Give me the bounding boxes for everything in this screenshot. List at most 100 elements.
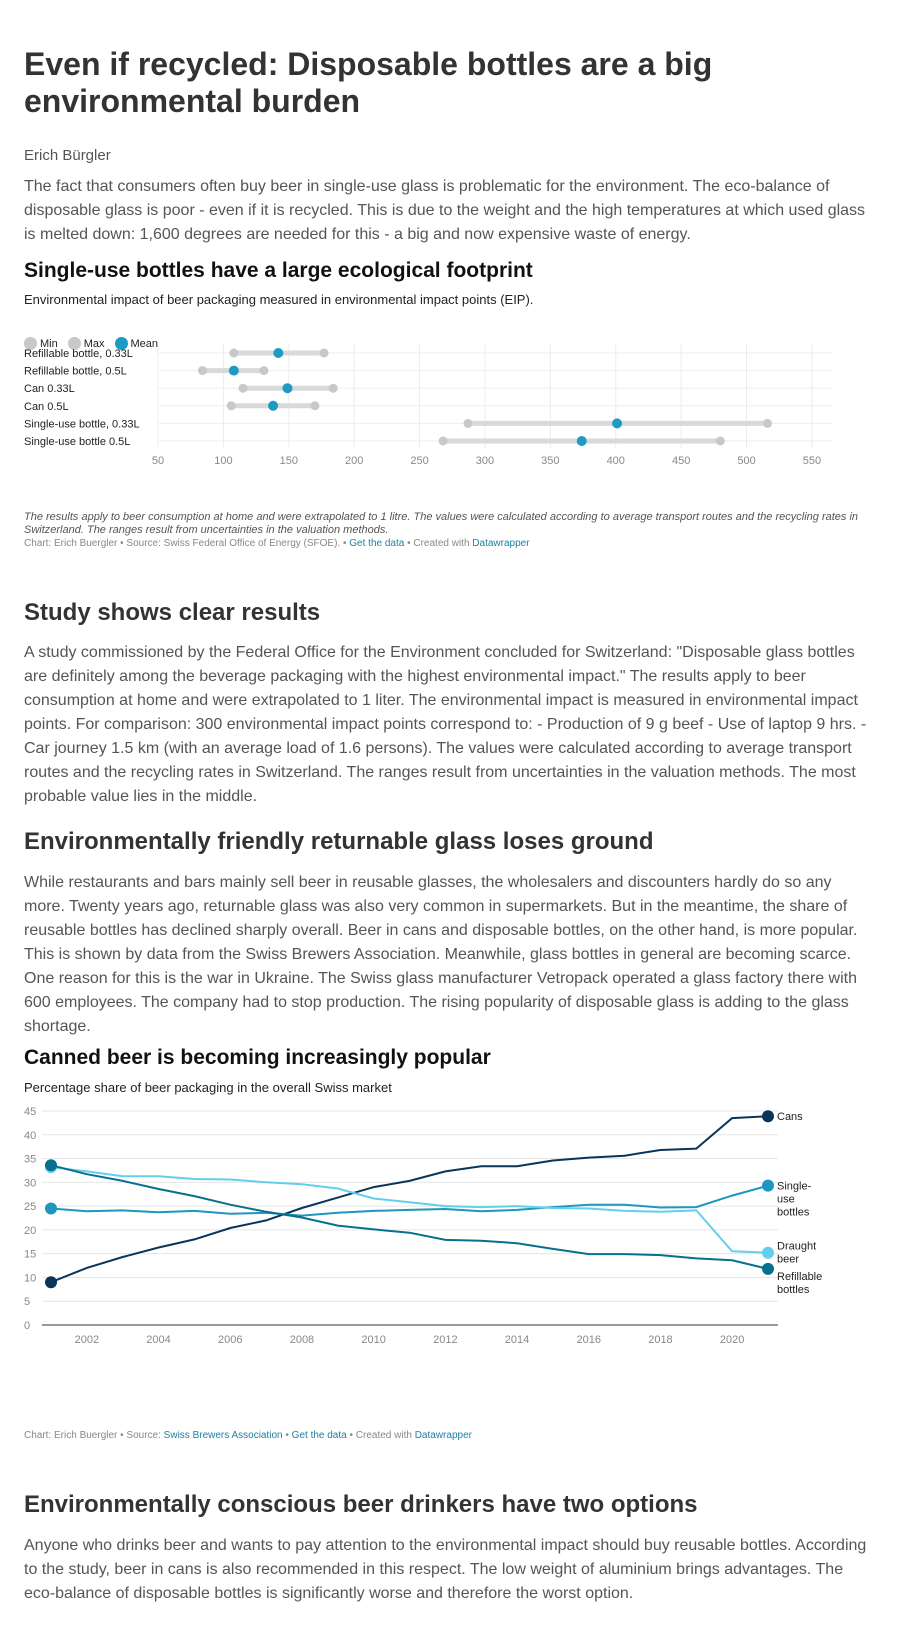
y-tick-label: 35 bbox=[24, 1154, 36, 1166]
section3-heading: Environmentally conscious beer drinkers … bbox=[24, 1491, 698, 1518]
chart1-subtitle: Environmental impact of beer packaging m… bbox=[24, 292, 534, 307]
x-tick-label: 500 bbox=[737, 455, 755, 467]
legend-min-swatch bbox=[24, 337, 37, 350]
chart1-credit: Chart: Erich Buergler • Source: Swiss Fe… bbox=[24, 538, 530, 549]
series-end-label: Refillable bbox=[777, 1271, 822, 1283]
series-start-dot bbox=[45, 1159, 57, 1172]
x-tick-label: 400 bbox=[607, 455, 625, 467]
chart2-created-with: • Created with bbox=[346, 1430, 415, 1441]
x-tick-label: 2020 bbox=[720, 1334, 744, 1346]
chart2-credit-text: Chart: Erich Buergler • Source: bbox=[24, 1430, 164, 1441]
max-dot bbox=[319, 348, 329, 358]
mean-dot bbox=[273, 348, 284, 358]
x-tick-label: 550 bbox=[803, 455, 821, 467]
x-tick-label: 2014 bbox=[505, 1334, 529, 1346]
section1-paragraph: A study commissioned by the Federal Offi… bbox=[24, 644, 867, 805]
series-end-label: beer bbox=[777, 1254, 799, 1266]
min-dot bbox=[226, 401, 236, 411]
line-chart: 0 5 10 15 20 25 30 35 40 45 2002 2004 2006 2008 2010 20… bbox=[24, 1106, 822, 1346]
chart2-datawrapper-link[interactable]: Datawrapper bbox=[414, 1430, 472, 1441]
mean-dot bbox=[228, 365, 239, 376]
x-tick-label: 300 bbox=[476, 455, 494, 467]
category-label: Refillable bottle, 0.33L bbox=[24, 348, 133, 360]
max-dot bbox=[259, 366, 269, 376]
legend-mean: Mean bbox=[114, 337, 158, 350]
min-dot bbox=[229, 348, 239, 358]
article-title: Even if recycled: Disposable bottles are… bbox=[24, 46, 713, 119]
min-dot bbox=[463, 418, 473, 428]
series-end-label: use bbox=[777, 1194, 795, 1206]
chart1-notes: The results apply to beer consumption at… bbox=[24, 511, 859, 536]
x-tick-label: 2002 bbox=[75, 1334, 99, 1346]
min-dot bbox=[197, 366, 207, 376]
chart1-credit-text: Chart: Erich Buergler • Source: Swiss Fe… bbox=[24, 538, 350, 549]
chart1-datawrapper-link[interactable]: Datawrapper bbox=[472, 538, 530, 549]
series-end-dot bbox=[762, 1246, 774, 1259]
y-tick-label: 30 bbox=[24, 1177, 36, 1189]
category-label: Single-use bottle 0.5L bbox=[24, 436, 130, 448]
chart1-get-data-link[interactable]: Get the data bbox=[349, 538, 405, 549]
range-dot-chart: 50 100 150 200 250 300 350 400 450 500 550 Refillab… bbox=[24, 343, 832, 467]
x-tick-label: 2006 bbox=[218, 1334, 242, 1346]
series-end-dot bbox=[762, 1110, 774, 1123]
chart2-subtitle: Percentage share of beer packaging in th… bbox=[24, 1080, 392, 1095]
x-tick-label: 2008 bbox=[290, 1334, 314, 1346]
chart1-created-with: • Created with bbox=[404, 538, 473, 549]
series-start-dot bbox=[45, 1202, 57, 1215]
x-tick-label: 250 bbox=[410, 455, 428, 467]
x-tick-label: 2012 bbox=[433, 1334, 457, 1346]
category-label: Refillable bottle, 0.5L bbox=[24, 366, 127, 378]
max-dot bbox=[762, 418, 772, 428]
x-tick-label: 2016 bbox=[577, 1334, 601, 1346]
series-end-label: bottles bbox=[777, 1207, 810, 1219]
y-tick-label: 15 bbox=[24, 1249, 36, 1261]
chart2-source-link[interactable]: Swiss Brewers Association bbox=[163, 1430, 283, 1441]
series-end-label: Single- bbox=[777, 1181, 812, 1193]
x-tick-label: 450 bbox=[672, 455, 690, 467]
series-line-refillable-bottles bbox=[50, 1164, 769, 1270]
section1-heading: Study shows clear results bbox=[24, 599, 321, 626]
legend-max-swatch bbox=[67, 337, 81, 350]
section3-paragraph: Anyone who drinks beer and wants to pay … bbox=[24, 1537, 867, 1602]
y-tick-label: 45 bbox=[24, 1106, 36, 1118]
category-label: Single-use bottle, 0.33L bbox=[24, 418, 140, 430]
chart2-title: Canned beer is becoming increasingly pop… bbox=[24, 1046, 491, 1069]
category-label: Can 0.33L bbox=[24, 383, 75, 395]
category-label: Can 0.5L bbox=[24, 401, 69, 413]
x-tick-label: 100 bbox=[214, 455, 232, 467]
series-end-label: bottles bbox=[777, 1284, 810, 1296]
section2-paragraph: While restaurants and bars mainly sell b… bbox=[24, 874, 858, 1035]
series-start-dot bbox=[45, 1276, 57, 1289]
intro-paragraph: The fact that consumers often buy beer i… bbox=[24, 178, 866, 243]
y-tick-label: 5 bbox=[24, 1296, 30, 1308]
chart2-get-data-link[interactable]: Get the data bbox=[291, 1430, 347, 1441]
x-tick-label: 2010 bbox=[361, 1334, 385, 1346]
series-line-draught-beer bbox=[50, 1166, 769, 1254]
legend-mean-swatch bbox=[114, 337, 128, 350]
section2-heading: Environmentally friendly returnable glas… bbox=[24, 828, 654, 855]
mean-dot bbox=[612, 418, 623, 429]
mean-dot bbox=[576, 436, 587, 446]
y-tick-label: 10 bbox=[24, 1272, 36, 1284]
series-line-single-use-bottles bbox=[50, 1184, 769, 1217]
max-dot bbox=[328, 383, 338, 393]
x-tick-label: 200 bbox=[345, 455, 363, 467]
series-end-label: Cans bbox=[777, 1111, 803, 1123]
legend-max-label: Max bbox=[83, 337, 105, 350]
max-dot bbox=[715, 436, 725, 446]
legend-max: Max bbox=[67, 337, 105, 350]
x-tick-label: 50 bbox=[152, 455, 164, 467]
y-tick-label: 25 bbox=[24, 1201, 36, 1213]
mean-dot bbox=[268, 400, 279, 411]
chart2-credit: Chart: Erich Buergler • Source: Swiss Br… bbox=[24, 1430, 472, 1441]
y-tick-label: 20 bbox=[24, 1225, 36, 1237]
chart2-sep: • bbox=[282, 1430, 292, 1441]
min-dot bbox=[238, 383, 248, 393]
mean-dot bbox=[282, 383, 293, 394]
legend-min: Min bbox=[24, 337, 58, 350]
x-tick-label: 150 bbox=[280, 455, 298, 467]
x-tick-label: 350 bbox=[541, 455, 559, 467]
y-tick-label: 40 bbox=[24, 1130, 36, 1142]
max-dot bbox=[310, 401, 320, 411]
chart1-title: Single-use bottles have a large ecologic… bbox=[24, 259, 533, 282]
